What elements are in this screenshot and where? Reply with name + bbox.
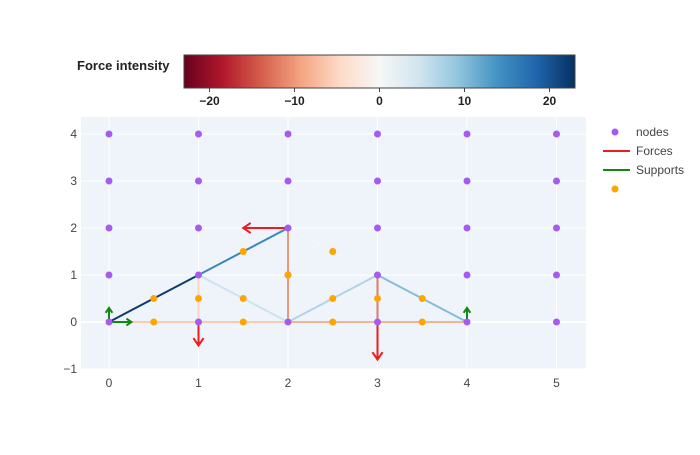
force-arrow bbox=[192, 322, 205, 348]
legend-marker bbox=[611, 185, 619, 193]
force-arrow-head bbox=[241, 222, 252, 234]
node-marker bbox=[105, 224, 113, 232]
midpoint-marker bbox=[150, 295, 158, 302]
node-marker bbox=[105, 130, 113, 138]
node-marker bbox=[463, 271, 471, 279]
node-marker bbox=[284, 224, 292, 232]
colorbar-tick-label: 10 bbox=[458, 94, 472, 108]
node-marker bbox=[374, 177, 381, 185]
y-tick-label: 3 bbox=[70, 174, 77, 188]
node-marker bbox=[463, 177, 471, 185]
node-marker bbox=[105, 177, 113, 185]
node-marker bbox=[553, 318, 560, 326]
node-marker bbox=[105, 271, 113, 279]
support-arrow-head bbox=[125, 317, 134, 327]
colorbar-gradient bbox=[183, 54, 576, 89]
midpoint-marker bbox=[150, 318, 158, 326]
y-tick-label: 0 bbox=[70, 315, 77, 329]
legend: nodes Forces Supports bbox=[603, 125, 684, 193]
x-tick-label: 3 bbox=[374, 376, 381, 390]
midpoint-markers bbox=[150, 248, 426, 326]
midpoint-marker bbox=[239, 295, 247, 302]
colorbar-tick-label: −10 bbox=[284, 94, 305, 108]
node-marker bbox=[195, 130, 202, 138]
colorbar-tick-label: 20 bbox=[543, 94, 557, 108]
support-arrow-head bbox=[104, 306, 114, 314]
force-arrow-head bbox=[371, 351, 384, 362]
colorbar: Force intensity −20 −10 0 10 20 bbox=[77, 54, 576, 108]
colorbar-tick-label: 0 bbox=[376, 94, 383, 108]
legend-entry[interactable]: nodes bbox=[611, 125, 669, 139]
plot-background bbox=[81, 117, 586, 369]
midpoint-marker bbox=[418, 295, 426, 302]
midpoint-marker bbox=[239, 318, 247, 326]
midpoint-marker bbox=[418, 318, 426, 326]
y-tick-label: 4 bbox=[70, 127, 77, 141]
force-arrow bbox=[371, 322, 384, 362]
x-tick-label: 0 bbox=[106, 376, 113, 390]
node-marker bbox=[553, 224, 560, 232]
node-marker bbox=[553, 177, 560, 185]
midpoint-marker bbox=[329, 318, 337, 326]
node-marker bbox=[195, 177, 202, 185]
node-marker bbox=[463, 224, 471, 232]
x-tick-label: 5 bbox=[553, 376, 560, 390]
colorbar-title: Force intensity bbox=[77, 58, 170, 73]
y-tick-label: 1 bbox=[70, 268, 77, 282]
y-tick-label: −1 bbox=[63, 362, 77, 376]
midpoint-marker bbox=[239, 248, 247, 255]
support-arrow-head bbox=[462, 306, 472, 314]
node-marker bbox=[195, 318, 202, 326]
y-tick-label: 2 bbox=[70, 221, 77, 235]
midpoint-marker bbox=[284, 271, 292, 279]
force-arrows bbox=[192, 222, 384, 362]
node-marker bbox=[463, 130, 471, 138]
node-marker bbox=[553, 271, 560, 279]
midpoint-marker bbox=[374, 295, 381, 302]
support-arrow bbox=[109, 317, 134, 327]
x-tick-label: 1 bbox=[195, 376, 202, 390]
node-marker bbox=[284, 318, 292, 326]
node-marker bbox=[374, 318, 381, 326]
plot-area: 0 1 2 3 4 5 −1 0 1 2 3 4 bbox=[63, 117, 586, 390]
legend-entry[interactable]: Forces bbox=[603, 144, 673, 158]
midpoint-marker bbox=[329, 248, 337, 255]
node-marker bbox=[284, 130, 292, 138]
colorbar-ticks: −20 −10 0 10 20 bbox=[199, 88, 556, 108]
node-marker bbox=[105, 318, 113, 326]
node-marker bbox=[284, 177, 292, 185]
legend-label: Supports bbox=[636, 163, 684, 177]
legend-label: Forces bbox=[636, 144, 673, 158]
node-marker bbox=[195, 224, 202, 232]
node-marker bbox=[374, 271, 381, 279]
node-marker bbox=[553, 130, 560, 138]
legend-entry[interactable] bbox=[611, 185, 619, 193]
node-marker bbox=[195, 271, 202, 279]
x-axis-ticks: 0 1 2 3 4 5 bbox=[106, 376, 561, 390]
colorbar-tick-label: −20 bbox=[199, 94, 220, 108]
node-marker bbox=[374, 130, 381, 138]
y-axis-ticks: −1 0 1 2 3 4 bbox=[63, 127, 77, 376]
x-tick-label: 2 bbox=[285, 376, 292, 390]
node-marker bbox=[374, 224, 381, 232]
legend-entry[interactable]: Supports bbox=[603, 163, 684, 177]
x-tick-label: 4 bbox=[464, 376, 471, 390]
force-arrow-head bbox=[192, 337, 205, 348]
midpoint-marker bbox=[195, 295, 202, 302]
force-arrow bbox=[241, 222, 288, 234]
legend-marker bbox=[611, 128, 619, 136]
midpoint-marker bbox=[329, 295, 337, 302]
legend-label: nodes bbox=[636, 125, 669, 139]
node-markers bbox=[105, 130, 560, 326]
node-marker bbox=[463, 318, 471, 326]
